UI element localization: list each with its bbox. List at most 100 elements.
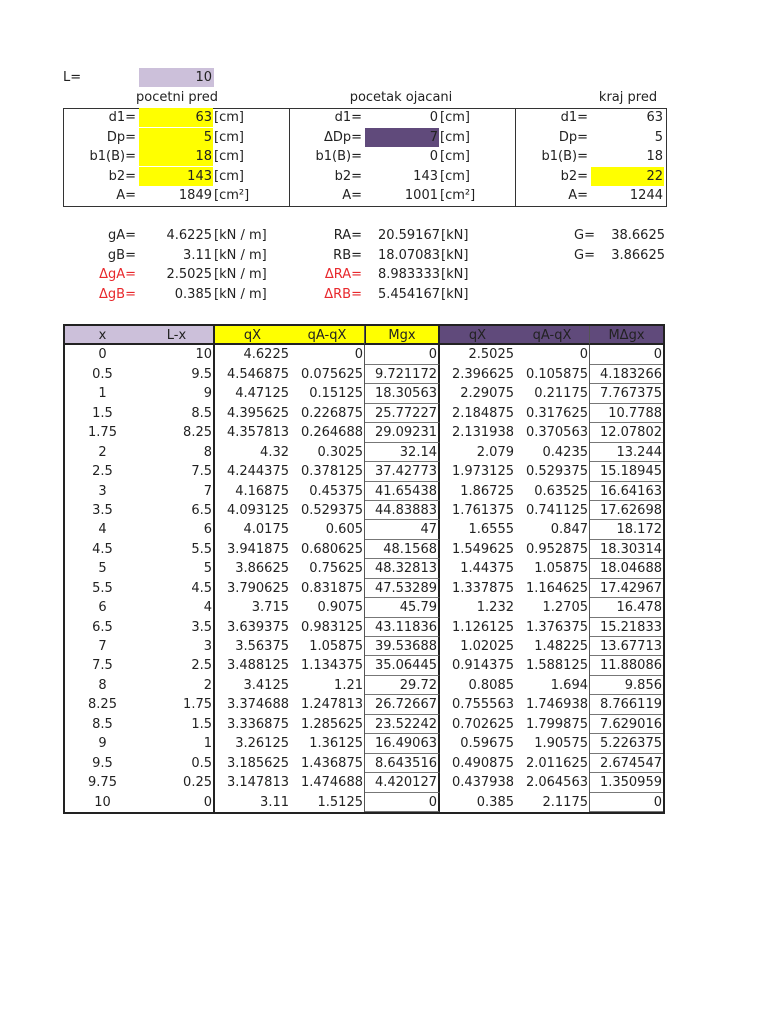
table-cell: 0.755563: [451, 697, 514, 713]
load-label: ΔgB=: [99, 286, 136, 302]
table-cell: 39.53688: [365, 637, 440, 657]
param-value[interactable]: 143: [139, 166, 213, 186]
table-cell: 2.064563: [515, 773, 590, 793]
param-value[interactable]: 22: [591, 166, 664, 186]
table-cell: 0.5: [92, 366, 113, 382]
table-cell: 8.643516: [365, 753, 440, 774]
table-cell: 0.378125: [290, 462, 365, 482]
param-value[interactable]: 63: [139, 108, 213, 127]
table-cell: 6: [140, 520, 215, 540]
table-cell: 18.04688: [590, 559, 663, 579]
table-cell: 2: [98, 444, 107, 460]
table-cell: 1.05875: [515, 559, 590, 579]
table-row: 8.25 1.75 3.374688 1.247813 26.72667 0.755563…: [65, 695, 663, 715]
reaction-unit: [kN]: [441, 247, 469, 263]
param-unit: [cm]: [440, 149, 470, 164]
table-cell: 2.131938: [451, 425, 514, 441]
reaction-label: ΔRB=: [324, 286, 362, 302]
table-cell: 10.7788: [590, 404, 663, 424]
param-value[interactable]: 18: [139, 147, 213, 166]
table-cell: 0: [290, 345, 365, 365]
table-row: 3.5 6.5 4.093125 0.529375 44.83883 1.761375 0.…: [65, 500, 663, 521]
table-cell: 44.83883: [365, 500, 440, 521]
table-cell: 6.5: [92, 619, 113, 635]
table-cell: 16.64163: [590, 482, 663, 501]
table-cell: 9.5: [140, 364, 215, 385]
load-value: 4.6225: [166, 228, 213, 243]
param-unit: [cm]: [214, 129, 244, 145]
table-cell: 0.385: [476, 794, 514, 810]
total-label: G=: [574, 228, 595, 243]
table-cell: 4.47125: [235, 386, 289, 402]
table-cell: 4: [140, 598, 215, 618]
divider: [289, 108, 290, 206]
table-cell: 0.226875: [290, 403, 365, 424]
table-cell: 0.914375: [451, 658, 514, 674]
param-value: 1849: [178, 188, 212, 203]
reaction-label: RA=: [333, 228, 362, 243]
table-cell: 35.06445: [365, 656, 440, 676]
column-header: qX: [215, 326, 290, 346]
table-cell: 4.093125: [226, 502, 289, 518]
param-label: d1=: [560, 110, 588, 125]
table-cell: 1.44375: [460, 561, 514, 577]
param-label: b2=: [334, 168, 362, 184]
load-value: 0.385: [174, 286, 212, 302]
table-row: 9.5 0.5 3.185625 1.436875 8.643516 0.490875 2.…: [65, 753, 663, 774]
table-cell: 0.529375: [515, 462, 590, 482]
table-cell: 1.164625: [515, 578, 590, 599]
table-cell: 1.232: [476, 600, 514, 616]
table-cell: 32.14: [365, 442, 440, 463]
reaction-label: RB=: [333, 247, 362, 263]
table-cell: 3.147813: [226, 775, 289, 791]
table-cell: 1.973125: [451, 464, 514, 480]
table-cell: 4.5: [92, 541, 113, 557]
column-header: qX: [440, 326, 515, 346]
table-cell: 0.605: [290, 520, 365, 540]
table-cell: 3.86625: [235, 561, 289, 577]
table-cell: 18.30563: [365, 384, 440, 404]
total-value: 3.86625: [611, 247, 665, 263]
param-value[interactable]: 5: [139, 127, 213, 147]
table-cell: 2: [140, 675, 215, 696]
table-cell: 0.5: [140, 753, 215, 774]
l-input[interactable]: 10: [139, 68, 214, 87]
table-cell: 1.05875: [290, 637, 365, 657]
table-cell: 0.21175: [515, 384, 590, 404]
table-cell: 9: [140, 384, 215, 404]
table-cell: 0.075625: [290, 364, 365, 385]
table-cell: 0: [590, 345, 663, 365]
table-row: 5 5 3.86625 0.75625 48.32813 1.44375 1.05875 18…: [65, 559, 663, 579]
table-cell: 0: [365, 792, 440, 812]
param-label: A=: [342, 188, 362, 203]
param-label: b2=: [108, 168, 136, 184]
table-row: 9 1 3.26125 1.36125 16.49063 0.59675 1.90575 5.…: [65, 734, 663, 754]
param-unit: [cm]: [440, 168, 470, 184]
table-cell: 29.09231: [365, 423, 440, 443]
table-cell: 1.436875: [290, 753, 365, 774]
table-cell: 1.474688: [290, 773, 365, 793]
table-cell: 18.30314: [590, 540, 663, 560]
table-cell: 1.21: [290, 675, 365, 696]
table-cell: 2.5: [140, 656, 215, 676]
table-cell: 8.25: [88, 697, 117, 713]
table-cell: 3.5: [92, 502, 113, 518]
param-value[interactable]: 7: [365, 127, 439, 147]
table-cell: 41.65438: [365, 481, 440, 501]
table-cell: 4.32: [260, 444, 289, 460]
reaction-unit: [kN]: [441, 228, 469, 243]
table-cell: 0.437938: [451, 775, 514, 791]
table-cell: 0.4235: [515, 442, 590, 463]
table-cell: 7: [140, 481, 215, 501]
table-cell: 16.478: [590, 598, 663, 618]
table-cell: 3.790625: [226, 580, 289, 596]
table-cell: 4.244375: [226, 464, 289, 480]
table-cell: 0.370563: [515, 423, 590, 443]
column-header: L-x: [140, 326, 215, 346]
table-cell: 0.529375: [290, 500, 365, 521]
table-cell: 17.42967: [590, 579, 663, 599]
table-cell: 9.5: [92, 755, 113, 771]
table-cell: 3.639375: [226, 619, 289, 635]
table-cell: 2.1175: [515, 792, 590, 812]
table-cell: 0.8085: [468, 677, 515, 693]
